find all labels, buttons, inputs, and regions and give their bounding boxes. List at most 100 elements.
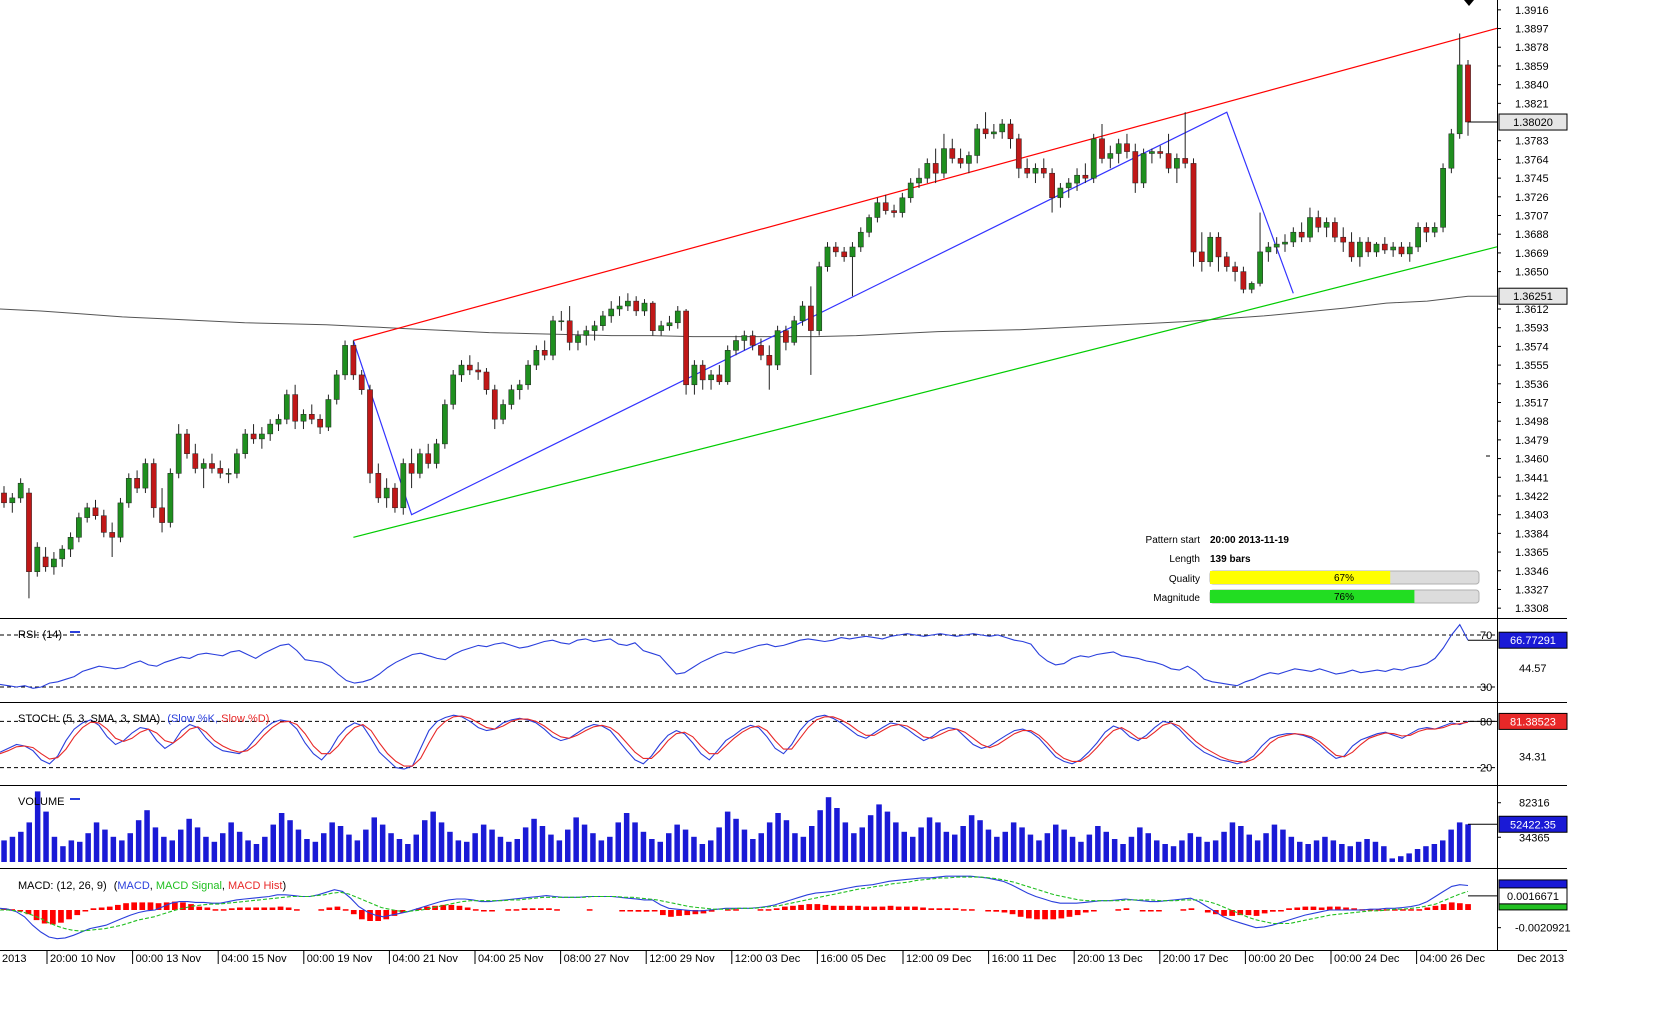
- candle: [699, 360, 706, 390]
- price-tick-label: 1.3783: [1515, 136, 1549, 148]
- volume-bar: [396, 839, 403, 862]
- candle-body: [583, 330, 590, 336]
- candle: [1415, 222, 1421, 252]
- volume-bar: [867, 815, 874, 862]
- candle: [491, 384, 498, 430]
- volume-bar: [666, 833, 672, 862]
- pattern-line-support: [353, 246, 1498, 538]
- candle: [866, 214, 872, 238]
- candle: [525, 360, 531, 390]
- candle-body: [300, 414, 307, 422]
- macd-hist-bar: [1221, 910, 1227, 916]
- candle: [724, 345, 731, 385]
- candle: [433, 438, 440, 469]
- candle: [733, 335, 739, 356]
- candle: [1174, 153, 1180, 184]
- candle: [192, 443, 199, 474]
- macd-hist-bar: [1457, 903, 1463, 910]
- candle: [1257, 212, 1263, 287]
- candle: [34, 542, 41, 577]
- candle-body: [924, 163, 931, 179]
- volume-bar: [724, 811, 731, 862]
- price-tick-label: 1.3365: [1515, 547, 1549, 559]
- volume-bar: [682, 829, 689, 862]
- volume-bar: [884, 811, 891, 862]
- volume-bar: [245, 840, 251, 862]
- candle-body: [109, 532, 116, 538]
- macd-hist-bar: [237, 907, 243, 910]
- volume-value: 52422.35: [1510, 819, 1556, 831]
- macd-hist-bar: [1440, 904, 1447, 910]
- candle: [824, 242, 831, 272]
- macd-hist-bar: [489, 910, 495, 912]
- candle-body: [666, 322, 673, 327]
- price-tick-label: 1.3707: [1515, 211, 1549, 223]
- rsi-legend-swatch: [70, 631, 80, 633]
- candle-body: [1024, 168, 1031, 174]
- price-tick-label: 1.3688: [1515, 229, 1549, 241]
- macd-hist-bar: [684, 910, 691, 916]
- macd-hist-bar: [847, 905, 853, 910]
- macd-hist-bar: [529, 908, 536, 910]
- pattern-length-label: Length: [1169, 554, 1200, 565]
- volume-bar: [354, 840, 361, 862]
- macd-hist-bar: [952, 908, 959, 910]
- candle-body: [1398, 246, 1405, 255]
- candle-body: [408, 463, 415, 474]
- candle: [832, 242, 839, 257]
- candle-body: [774, 330, 781, 366]
- volume-bar: [51, 836, 58, 862]
- candle-body: [991, 131, 997, 135]
- volume-bar: [127, 833, 133, 862]
- candle: [932, 148, 939, 184]
- candle-body: [1223, 256, 1230, 267]
- candle-body: [658, 325, 665, 331]
- macd-hist-bar: [586, 909, 593, 911]
- stoch-title-params: STOCH: (5, 3, SMA, 3, SMA): [18, 713, 160, 725]
- quality-label: Quality: [1169, 574, 1200, 585]
- candle: [616, 296, 623, 316]
- volume-bar: [1465, 824, 1471, 862]
- candle: [924, 158, 931, 184]
- candle: [167, 468, 174, 528]
- candle-body: [791, 320, 798, 343]
- volume-bar: [169, 840, 175, 862]
- macd-hist-bar: [904, 906, 910, 910]
- candle-body: [841, 251, 848, 258]
- volume-bar: [1456, 822, 1463, 862]
- x-tick-label: 20:00 17 Dec: [1163, 953, 1229, 965]
- macd-hist-bar: [1156, 910, 1162, 912]
- macd-hist-bar: [1294, 907, 1301, 910]
- price-panel: 1.3916 1.3897 1.3878 1.3859 1.3840 1.3821 1.37…: [0, 0, 1568, 615]
- candle: [674, 306, 681, 329]
- pattern-start-label: Pattern start: [1146, 535, 1201, 546]
- volume-bar: [1, 840, 7, 862]
- candle-body: [1132, 151, 1139, 184]
- candle-body: [1232, 266, 1238, 272]
- candle: [1065, 178, 1072, 198]
- candle: [1373, 242, 1380, 257]
- candle: [125, 473, 132, 508]
- candle-body: [1465, 64, 1471, 123]
- candle: [1115, 138, 1122, 164]
- candle: [392, 483, 398, 513]
- macd-hist-bar: [985, 910, 991, 912]
- volume-bar: [926, 817, 933, 862]
- candle: [242, 429, 249, 459]
- candle: [1390, 242, 1397, 257]
- macd-hist-bar: [773, 908, 780, 910]
- macd-hist-bar: [1375, 909, 1382, 911]
- candle: [891, 204, 897, 218]
- volume-bar: [1381, 846, 1387, 862]
- candle: [1290, 227, 1297, 248]
- candle-body: [982, 128, 989, 135]
- candle: [949, 138, 956, 164]
- volume-bar: [1162, 844, 1168, 862]
- volume-bar: [733, 818, 739, 862]
- volume-bar: [1069, 836, 1076, 862]
- candle: [857, 227, 864, 252]
- candle-body: [566, 320, 573, 343]
- candle: [217, 460, 224, 479]
- candle: [1282, 234, 1288, 252]
- candle-body: [1007, 123, 1014, 140]
